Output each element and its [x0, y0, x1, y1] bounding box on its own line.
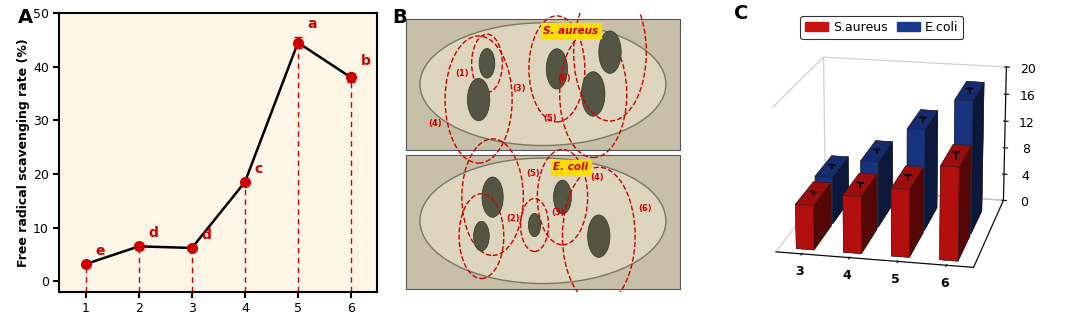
Text: (3): (3): [513, 84, 526, 93]
Text: b: b: [361, 54, 370, 68]
Text: (5): (5): [526, 169, 540, 178]
FancyBboxPatch shape: [406, 19, 680, 150]
Text: d: d: [148, 226, 159, 240]
Text: B: B: [392, 8, 407, 27]
Ellipse shape: [581, 72, 605, 116]
Text: a: a: [308, 17, 318, 31]
Text: d: d: [202, 228, 212, 241]
Y-axis label: Free radical scavenging rate (%): Free radical scavenging rate (%): [17, 38, 30, 267]
Ellipse shape: [588, 215, 610, 257]
Ellipse shape: [420, 158, 666, 283]
Text: (3): (3): [551, 208, 565, 217]
Text: (1): (1): [455, 69, 469, 77]
Text: S. aureus: S. aureus: [543, 26, 598, 36]
Text: (6): (6): [638, 204, 651, 213]
Text: (6): (6): [557, 74, 571, 83]
Ellipse shape: [546, 49, 567, 89]
Ellipse shape: [598, 31, 621, 73]
Legend: S.aureus, E.coli: S.aureus, E.coli: [800, 16, 963, 39]
Text: (2): (2): [507, 214, 521, 222]
Text: A: A: [18, 8, 33, 27]
Text: (5): (5): [543, 114, 557, 123]
Text: e: e: [95, 244, 105, 257]
Ellipse shape: [528, 213, 541, 237]
Ellipse shape: [468, 78, 490, 121]
Text: (4): (4): [591, 173, 604, 182]
FancyBboxPatch shape: [406, 155, 680, 289]
Ellipse shape: [482, 177, 503, 217]
Ellipse shape: [420, 23, 666, 146]
Text: c: c: [255, 162, 262, 175]
Ellipse shape: [480, 49, 495, 78]
Ellipse shape: [474, 221, 489, 251]
Text: E. coli: E. coli: [553, 162, 589, 172]
Ellipse shape: [554, 180, 571, 214]
Text: (4): (4): [429, 119, 443, 128]
Text: C: C: [733, 4, 748, 23]
